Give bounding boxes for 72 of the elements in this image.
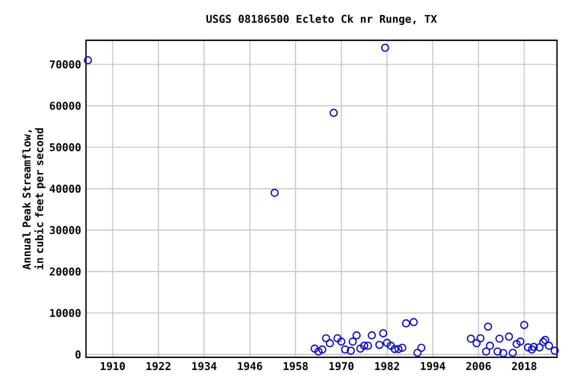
point bbox=[486, 342, 494, 350]
point bbox=[84, 56, 92, 64]
point bbox=[348, 338, 357, 346]
x-tick-label: 2018 bbox=[512, 362, 536, 370]
point bbox=[375, 340, 384, 349]
point bbox=[326, 339, 334, 348]
x-tick-label: 1982 bbox=[375, 362, 400, 370]
x-tick-label: 2006 bbox=[466, 362, 491, 370]
point bbox=[337, 338, 346, 346]
point bbox=[495, 334, 504, 343]
point bbox=[528, 345, 536, 354]
y-tick-label: 60000 bbox=[50, 102, 81, 110]
point bbox=[364, 342, 372, 350]
point bbox=[410, 318, 418, 326]
point bbox=[472, 339, 481, 348]
point bbox=[484, 322, 492, 331]
point bbox=[322, 334, 330, 342]
point bbox=[356, 344, 364, 353]
point bbox=[386, 342, 395, 350]
chart-title: USGS 08186500 Ecleto Ck nr Runge, TX bbox=[206, 14, 437, 25]
point bbox=[512, 340, 521, 348]
point bbox=[360, 342, 368, 350]
y-tick-label: 20000 bbox=[50, 268, 81, 276]
point bbox=[390, 344, 399, 354]
point bbox=[539, 338, 548, 346]
y-tick-label: 50000 bbox=[50, 143, 81, 152]
point bbox=[314, 347, 323, 356]
point bbox=[516, 338, 524, 346]
y-axis-title: Annual Peak Streamflow, in cubic feet per second bbox=[22, 128, 46, 270]
y-tick-label: 30000 bbox=[50, 226, 81, 234]
point bbox=[530, 342, 538, 352]
point bbox=[499, 349, 508, 358]
x-tick-label: 1994 bbox=[420, 362, 446, 370]
x-tick-label: 1934 bbox=[192, 362, 216, 370]
point bbox=[352, 331, 361, 340]
point bbox=[270, 188, 279, 197]
x-tick-label: 1922 bbox=[146, 362, 170, 370]
point bbox=[466, 334, 475, 343]
point bbox=[493, 347, 502, 356]
point bbox=[417, 344, 426, 352]
point bbox=[544, 342, 554, 350]
y-tick-label: 70000 bbox=[50, 60, 81, 68]
point bbox=[346, 346, 355, 355]
point bbox=[476, 334, 484, 342]
x-tick-label: 1910 bbox=[100, 362, 125, 370]
y-tick-label: 10000 bbox=[50, 308, 81, 318]
point bbox=[550, 346, 559, 355]
point bbox=[394, 344, 403, 354]
point bbox=[508, 348, 517, 357]
point bbox=[402, 319, 410, 328]
point bbox=[504, 332, 514, 341]
point bbox=[482, 347, 490, 356]
point bbox=[381, 44, 390, 52]
x-tick-label: 1970 bbox=[329, 362, 354, 370]
point bbox=[318, 345, 326, 354]
point bbox=[379, 329, 388, 338]
point bbox=[368, 331, 376, 340]
y-tick-label: 40000 bbox=[50, 184, 81, 193]
x-tick-label: 1946 bbox=[238, 362, 262, 370]
point bbox=[310, 344, 319, 353]
point bbox=[341, 345, 350, 354]
y-tick-label: 0 bbox=[76, 350, 81, 358]
point bbox=[535, 343, 544, 352]
point bbox=[382, 338, 392, 347]
point bbox=[524, 343, 532, 352]
point bbox=[520, 320, 528, 330]
point bbox=[413, 348, 422, 357]
x-tick-label: 1958 bbox=[284, 362, 308, 370]
point bbox=[330, 108, 338, 117]
point bbox=[541, 336, 550, 344]
point bbox=[333, 334, 342, 342]
point bbox=[398, 344, 406, 352]
